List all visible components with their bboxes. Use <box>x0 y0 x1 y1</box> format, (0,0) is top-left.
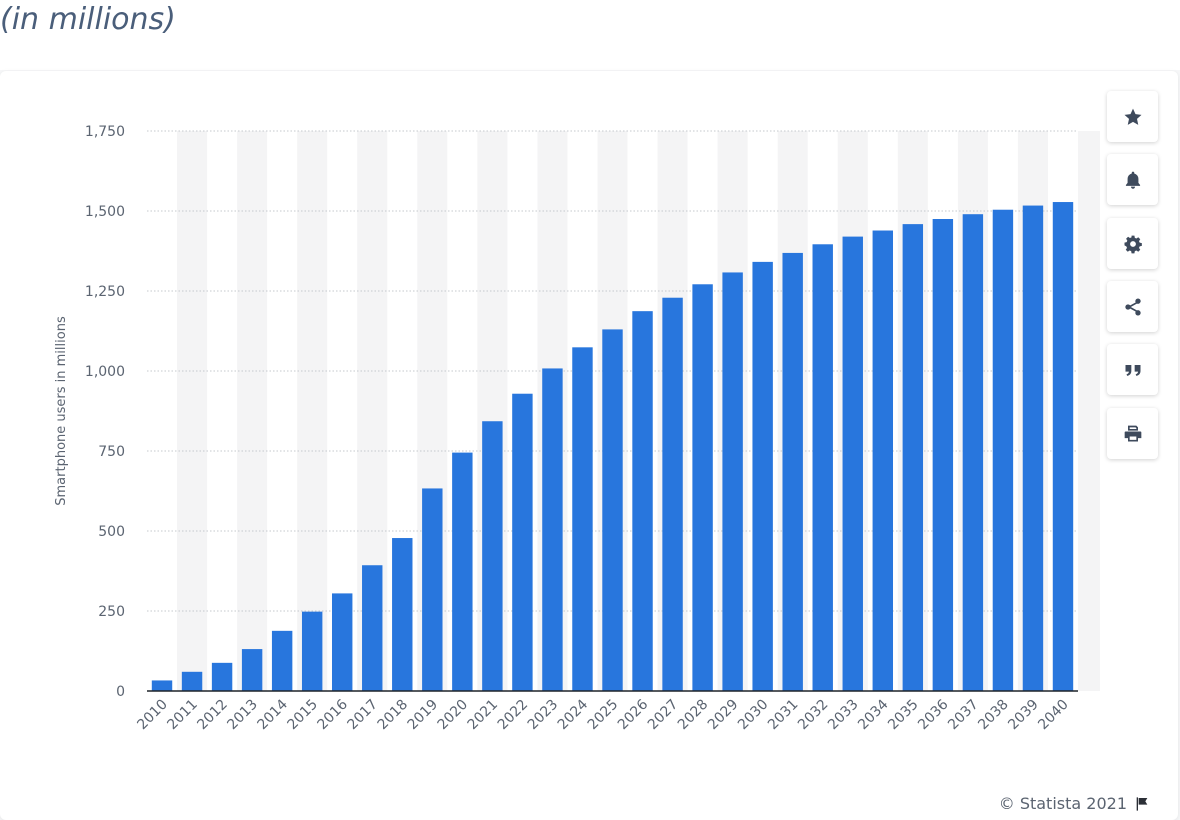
bar[interactable] <box>572 347 593 691</box>
settings-button[interactable] <box>1107 218 1158 269</box>
y-axis-label: Smartphone users in millions <box>54 316 69 506</box>
bar[interactable] <box>932 219 954 691</box>
x-tick-label: 2029 <box>705 697 742 734</box>
x-tick-label: 2030 <box>735 697 772 734</box>
share-icon <box>1124 298 1141 315</box>
bar[interactable] <box>902 224 924 691</box>
y-tick-label: 750 <box>98 444 125 460</box>
x-tick-label: 2023 <box>525 697 562 734</box>
x-tick-label: 2032 <box>795 697 832 734</box>
bar[interactable] <box>962 214 984 691</box>
bar[interactable] <box>722 272 743 691</box>
y-tick-label: 1,750 <box>85 124 125 140</box>
bar[interactable] <box>181 671 203 691</box>
bar[interactable] <box>782 252 803 692</box>
column-stripe <box>237 131 268 691</box>
page-heading: (in millions) <box>0 0 1180 70</box>
bar[interactable] <box>992 209 1014 691</box>
credit-text: © Statista 2021 <box>998 794 1127 813</box>
quote-icon <box>1125 364 1140 376</box>
x-tick-label: 2036 <box>915 696 952 733</box>
bar[interactable] <box>241 649 263 691</box>
x-tick-label: 2038 <box>975 697 1012 734</box>
x-tick-label: 2035 <box>885 697 922 734</box>
column-stripe <box>1078 131 1100 691</box>
bar[interactable] <box>632 311 653 691</box>
share-button[interactable] <box>1107 281 1158 332</box>
bar[interactable] <box>602 329 623 691</box>
bar[interactable] <box>872 230 894 691</box>
bar[interactable] <box>482 421 503 691</box>
x-tick-label: 2019 <box>405 697 442 734</box>
favorite-button[interactable] <box>1107 91 1158 142</box>
x-tick-label: 2014 <box>254 696 291 733</box>
x-tick-label: 2017 <box>345 697 382 734</box>
x-tick-label: 2020 <box>435 697 472 734</box>
bar[interactable] <box>692 284 713 691</box>
bar[interactable] <box>812 244 833 691</box>
y-tick-label: 1,000 <box>85 364 125 380</box>
bar[interactable] <box>1052 202 1074 692</box>
x-tick-label: 2028 <box>675 697 712 734</box>
bar[interactable] <box>452 452 473 691</box>
bar[interactable] <box>301 611 323 691</box>
x-tick-label: 2033 <box>825 697 862 734</box>
gear-icon <box>1124 235 1142 253</box>
bar-chart: 02505007501,0001,2501,5001,7502010201120… <box>54 124 1100 734</box>
bar[interactable] <box>211 662 233 691</box>
x-tick-label: 2013 <box>224 697 261 734</box>
cite-button[interactable] <box>1107 344 1158 395</box>
chart-subtitle: (in millions) <box>0 2 176 37</box>
x-tick-label: 2027 <box>645 697 682 734</box>
x-tick-label: 2031 <box>765 697 802 734</box>
y-tick-label: 250 <box>98 604 125 620</box>
y-tick-label: 500 <box>98 524 125 540</box>
y-tick-label: 0 <box>116 684 125 700</box>
bar[interactable] <box>842 236 863 691</box>
bar[interactable] <box>271 630 293 691</box>
y-tick-label: 1,250 <box>85 284 125 300</box>
x-tick-label: 2016 <box>315 696 352 733</box>
bell-icon <box>1125 171 1140 189</box>
x-tick-label: 2040 <box>1035 697 1072 734</box>
x-tick-label: 2034 <box>855 696 892 733</box>
bar[interactable] <box>512 393 533 691</box>
y-tick-label: 1,500 <box>85 204 125 220</box>
bar[interactable] <box>1022 205 1044 691</box>
notification-button[interactable] <box>1107 154 1158 205</box>
bar[interactable] <box>362 565 383 691</box>
x-tick-label: 2039 <box>1005 697 1042 734</box>
x-tick-label: 2022 <box>495 697 532 734</box>
x-tick-label: 2026 <box>615 696 652 733</box>
x-tick-label: 2037 <box>945 697 982 734</box>
x-tick-label: 2010 <box>134 697 171 734</box>
bar[interactable] <box>151 680 173 691</box>
bar[interactable] <box>542 368 563 691</box>
bar[interactable] <box>422 488 443 691</box>
star-icon <box>1124 108 1141 125</box>
x-tick-label: 2021 <box>465 697 502 734</box>
flag-icon[interactable] <box>1134 796 1150 812</box>
x-tick-label: 2012 <box>194 697 231 734</box>
x-tick-label: 2018 <box>375 697 412 734</box>
print-button[interactable] <box>1107 408 1158 459</box>
column-stripe <box>297 131 328 691</box>
x-tick-label: 2025 <box>585 697 622 734</box>
source-credit[interactable]: © Statista 2021 <box>999 794 1150 813</box>
bar[interactable] <box>662 297 683 691</box>
column-stripe <box>177 131 208 691</box>
x-tick-label: 2024 <box>555 696 592 733</box>
print-icon <box>1124 425 1141 441</box>
bar[interactable] <box>331 593 353 691</box>
bar[interactable] <box>392 538 413 691</box>
x-tick-label: 2015 <box>284 697 321 734</box>
x-tick-label: 2011 <box>164 697 201 734</box>
bar[interactable] <box>752 261 773 691</box>
